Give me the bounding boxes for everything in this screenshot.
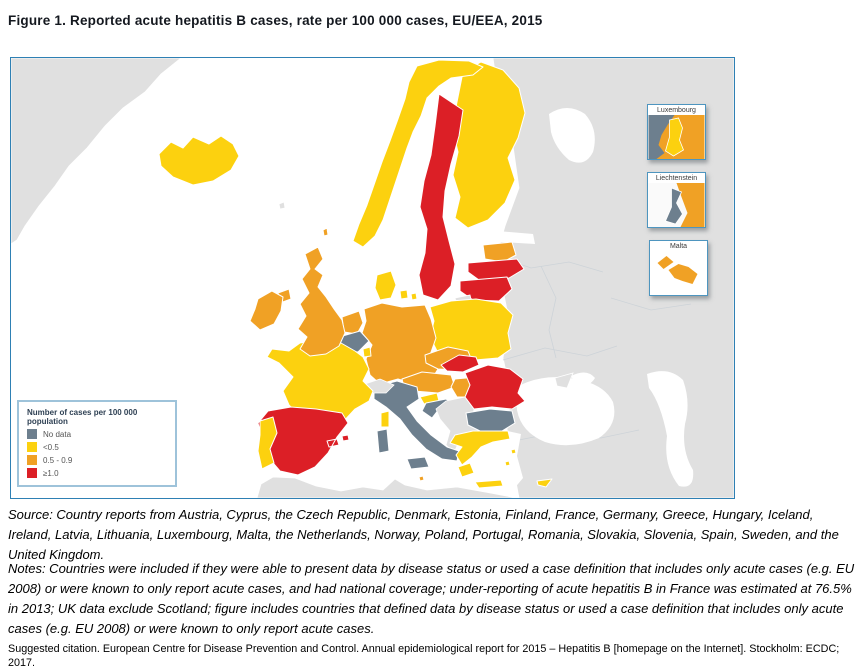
land-border-lines [496,255,692,441]
country-ireland [249,290,284,331]
country-portugal [257,416,278,470]
land-greenland [11,58,182,245]
figure-title: Figure 1. Reported acute hepatitis B cas… [8,13,543,28]
legend-swatch-mid [27,455,37,465]
sea-aegean [501,430,523,490]
country-norway [352,59,484,248]
country-sweden [418,93,464,301]
inset-luxembourg-map [648,115,705,159]
inset-malta-gozo [657,256,674,269]
country-malta-dot [418,475,425,482]
inset-malta-map [650,251,707,295]
legend-title: Number of cases per 100 000 population [27,408,138,426]
land-faroe-islands [278,201,286,210]
country-slovakia [440,354,480,373]
sea-white-sea [549,108,595,163]
country-greece [449,430,517,489]
inset-lux-belgium [648,115,675,159]
country-estonia [482,241,517,263]
land-crimea [554,372,574,389]
inset-malta: Malta [649,240,708,296]
legend-row-mid: 0.5 - 0.9 [27,455,169,465]
source-text: Source: Country reports from Austria, Cy… [8,507,839,562]
sea-caspian [647,371,694,487]
legend-label-no-data: No data [43,429,72,439]
legend-label-mid: 0.5 - 0.9 [43,455,73,465]
sea-black-sea [515,377,615,446]
country-romania [464,364,526,410]
map-frame: Number of cases per 100 000 population N… [10,57,735,499]
legend-label-high: ≥1.0 [43,468,59,478]
legend-label-lt05: <0.5 [43,442,59,452]
inset-lie-liechtenstein [664,187,683,225]
sea-gulf-of-finland [463,228,535,244]
country-spain [257,406,350,476]
legend-row-lt05: <0.5 [27,442,169,452]
inset-liechtenstein: Liechtenstein [647,172,706,228]
inset-liechtenstein-title: Liechtenstein [655,175,698,182]
inset-lie-austria [676,183,705,227]
legend-row-high: ≥1.0 [27,468,169,478]
country-luxembourg [362,346,372,358]
inset-lux-luxembourg [665,117,684,157]
country-germany [361,302,439,385]
legend-swatch-lt05 [27,442,37,452]
citation-text: Suggested citation. European Centre for … [8,643,840,669]
land-north-africa [256,476,518,498]
map-legend: Number of cases per 100 000 population N… [17,400,177,487]
country-latvia [467,258,525,281]
inset-liechtenstein-map [648,183,705,227]
inset-malta-main-island [668,264,698,284]
legend-row-no-data: No data [27,429,169,439]
legend-swatch-high [27,468,37,478]
country-cyprus [536,478,553,488]
country-bulgaria [465,408,516,432]
inset-luxembourg: Luxembourg [647,104,706,160]
country-finland [451,61,526,229]
inset-malta-title: Malta [669,243,688,250]
notes-text: Notes: Countries were included if they w… [8,561,855,636]
country-denmark [374,270,418,301]
country-iceland [158,135,240,186]
legend-swatch-no-data [27,429,37,439]
inset-luxembourg-title: Luxembourg [657,107,696,114]
sea-azov [571,372,595,387]
country-lithuania [459,276,513,302]
